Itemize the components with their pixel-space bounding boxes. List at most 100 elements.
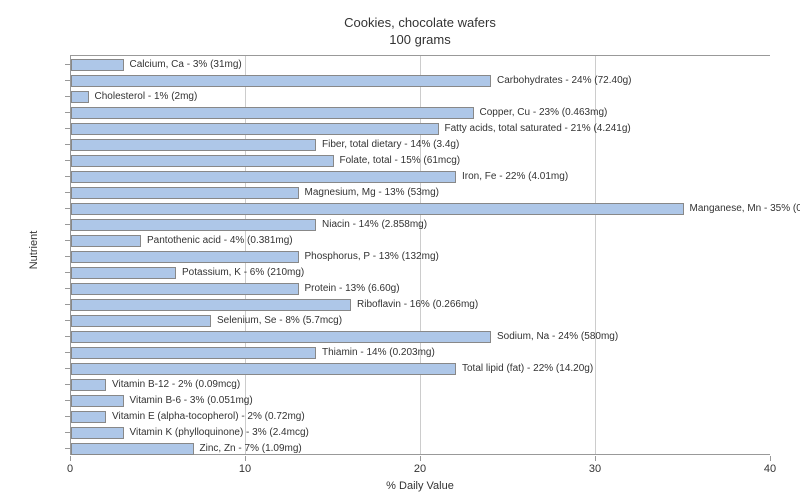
y-tick-mark — [65, 384, 70, 385]
y-tick-mark — [65, 160, 70, 161]
x-tick-mark — [595, 456, 596, 461]
y-tick-mark — [65, 208, 70, 209]
bar — [71, 187, 299, 199]
bar-row: Carbohydrates - 24% (72.40g) — [71, 74, 632, 88]
y-tick-mark — [65, 400, 70, 401]
bar-label: Folate, total - 15% (61mcg) — [340, 155, 461, 166]
chart-title: Cookies, chocolate wafers 100 grams — [70, 15, 770, 49]
bar-label: Iron, Fe - 22% (4.01mg) — [462, 171, 568, 182]
bar — [71, 283, 299, 295]
bar — [71, 363, 456, 375]
y-axis-label: Nutrient — [28, 231, 40, 270]
bar-label: Magnesium, Mg - 13% (53mg) — [305, 187, 440, 198]
bar-label: Copper, Cu - 23% (0.463mg) — [480, 107, 608, 118]
bar-label: Fiber, total dietary - 14% (3.4g) — [322, 139, 459, 150]
x-tick-mark — [245, 456, 246, 461]
bar-label: Phosphorus, P - 13% (132mg) — [305, 251, 439, 262]
x-tick-mark — [420, 456, 421, 461]
y-tick-mark — [65, 272, 70, 273]
y-tick-mark — [65, 128, 70, 129]
y-tick-mark — [65, 288, 70, 289]
bar-label: Thiamin - 14% (0.203mg) — [322, 347, 435, 358]
y-tick-mark — [65, 64, 70, 65]
y-tick-mark — [65, 368, 70, 369]
bar-row: Vitamin B-12 - 2% (0.09mcg) — [71, 378, 240, 392]
bar-row: Vitamin E (alpha-tocopherol) - 2% (0.72m… — [71, 410, 305, 424]
bar-row: Copper, Cu - 23% (0.463mg) — [71, 106, 607, 120]
bar-row: Fiber, total dietary - 14% (3.4g) — [71, 138, 459, 152]
x-tick-label: 40 — [764, 463, 776, 475]
bar-label: Riboflavin - 16% (0.266mg) — [357, 299, 478, 310]
bar-row: Vitamin B-6 - 3% (0.051mg) — [71, 394, 253, 408]
bar — [71, 171, 456, 183]
y-tick-mark — [65, 352, 70, 353]
bar-label: Cholesterol - 1% (2mg) — [95, 91, 198, 102]
bar-label: Pantothenic acid - 4% (0.381mg) — [147, 235, 293, 246]
bar-row: Thiamin - 14% (0.203mg) — [71, 346, 435, 360]
bar-label: Vitamin E (alpha-tocopherol) - 2% (0.72m… — [112, 411, 305, 422]
bar — [71, 123, 439, 135]
bar — [71, 443, 194, 455]
bar-row: Pantothenic acid - 4% (0.381mg) — [71, 234, 293, 248]
bar-row: Potassium, K - 6% (210mg) — [71, 266, 304, 280]
y-tick-mark — [65, 304, 70, 305]
bar-label: Sodium, Na - 24% (580mg) — [497, 331, 618, 342]
bar-row: Niacin - 14% (2.858mg) — [71, 218, 427, 232]
bar — [71, 75, 491, 87]
y-tick-mark — [65, 320, 70, 321]
chart-container: Cookies, chocolate wafers 100 grams 0102… — [70, 15, 770, 485]
bar-row: Fatty acids, total saturated - 21% (4.24… — [71, 122, 631, 136]
y-tick-mark — [65, 112, 70, 113]
bar — [71, 299, 351, 311]
bar-label: Vitamin K (phylloquinone) - 3% (2.4mcg) — [130, 427, 309, 438]
title-line-1: Cookies, chocolate wafers — [70, 15, 770, 32]
y-tick-mark — [65, 448, 70, 449]
y-tick-mark — [65, 224, 70, 225]
bar-label: Total lipid (fat) - 22% (14.20g) — [462, 363, 593, 374]
bar — [71, 379, 106, 391]
bar-row: Vitamin K (phylloquinone) - 3% (2.4mcg) — [71, 426, 309, 440]
y-tick-mark — [65, 176, 70, 177]
bar — [71, 235, 141, 247]
bar-row: Calcium, Ca - 3% (31mg) — [71, 58, 242, 72]
bar-label: Niacin - 14% (2.858mg) — [322, 219, 427, 230]
bar-label: Zinc, Zn - 7% (1.09mg) — [200, 443, 302, 454]
bar-label: Vitamin B-12 - 2% (0.09mcg) — [112, 379, 240, 390]
bar-row: Folate, total - 15% (61mcg) — [71, 154, 460, 168]
bar — [71, 267, 176, 279]
bar — [71, 395, 124, 407]
bar — [71, 107, 474, 119]
y-tick-mark — [65, 432, 70, 433]
bar-row: Cholesterol - 1% (2mg) — [71, 90, 197, 104]
y-tick-mark — [65, 336, 70, 337]
bar-row: Protein - 13% (6.60g) — [71, 282, 400, 296]
bar-row: Manganese, Mn - 35% (0.696mg) — [71, 202, 800, 216]
x-tick-label: 20 — [414, 463, 426, 475]
bar-row: Total lipid (fat) - 22% (14.20g) — [71, 362, 593, 376]
bar-row: Phosphorus, P - 13% (132mg) — [71, 250, 439, 264]
bar — [71, 219, 316, 231]
bar-label: Selenium, Se - 8% (5.7mcg) — [217, 315, 342, 326]
bar — [71, 347, 316, 359]
x-tick-mark — [70, 456, 71, 461]
plot-area: 010203040% Daily ValueCalcium, Ca - 3% (… — [70, 55, 770, 455]
bar — [71, 315, 211, 327]
y-tick-mark — [65, 240, 70, 241]
y-tick-mark — [65, 192, 70, 193]
x-tick-label: 30 — [589, 463, 601, 475]
bar-row: Iron, Fe - 22% (4.01mg) — [71, 170, 568, 184]
bar-label: Protein - 13% (6.60g) — [305, 283, 400, 294]
bar-label: Vitamin B-6 - 3% (0.051mg) — [130, 395, 253, 406]
bar-row: Zinc, Zn - 7% (1.09mg) — [71, 442, 302, 456]
bar — [71, 203, 684, 215]
bar-label: Manganese, Mn - 35% (0.696mg) — [690, 203, 800, 214]
bar — [71, 155, 334, 167]
bar-row: Riboflavin - 16% (0.266mg) — [71, 298, 478, 312]
bar — [71, 427, 124, 439]
bar — [71, 139, 316, 151]
x-axis-label: % Daily Value — [386, 480, 454, 492]
bar-label: Fatty acids, total saturated - 21% (4.24… — [445, 123, 631, 134]
bar — [71, 251, 299, 263]
y-tick-mark — [65, 256, 70, 257]
y-tick-mark — [65, 96, 70, 97]
